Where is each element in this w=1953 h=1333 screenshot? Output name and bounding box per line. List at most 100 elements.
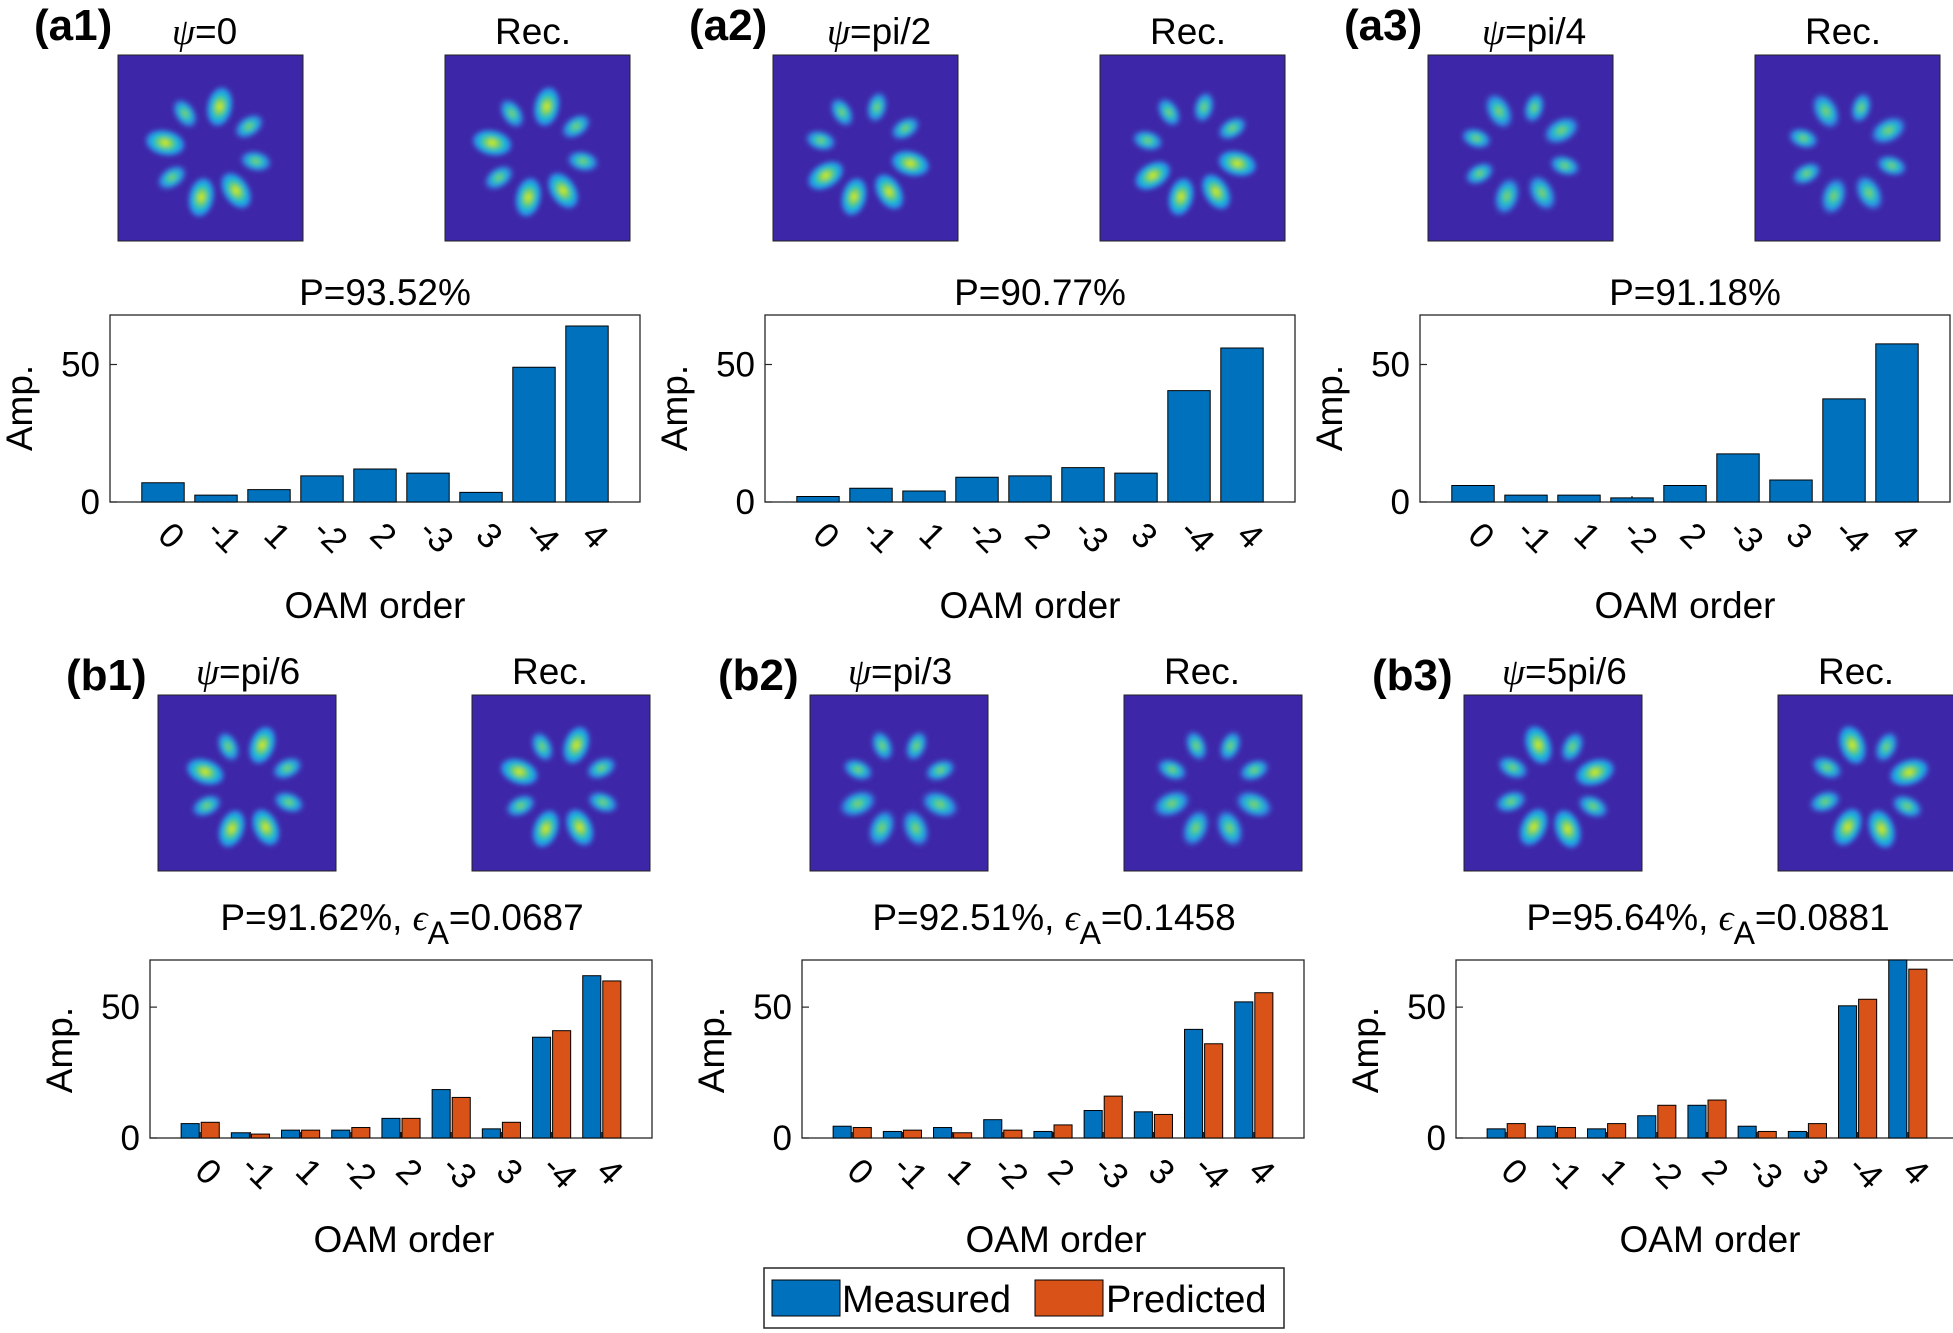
psi-value: =0	[195, 11, 237, 52]
x-tick-label: -1	[1540, 1147, 1590, 1197]
measured-intensity-image	[1463, 694, 1643, 872]
petal-lobe	[1873, 729, 1900, 764]
petal-lobe	[482, 163, 516, 192]
y-tick-label: 0	[773, 1119, 792, 1158]
x-axis-label: OAM order	[1620, 1219, 1801, 1260]
petal-lobe	[250, 807, 282, 848]
petal-ring	[1130, 89, 1259, 218]
petal-lobe	[1522, 90, 1546, 125]
purity-text: P=91.62%,	[220, 897, 412, 938]
x-tick-label: 2	[1694, 1151, 1735, 1192]
bar-predicted	[401, 1117, 421, 1139]
bar-predicted	[1053, 1124, 1073, 1139]
x-tick-label: 2	[1672, 515, 1713, 556]
petal-lobe	[1180, 807, 1211, 849]
petal-lobe	[1155, 757, 1189, 782]
bar-predicted	[301, 1129, 321, 1139]
epsilon-value: =0.0687	[449, 897, 584, 938]
petal-lobe	[1810, 91, 1842, 131]
bar-measured	[481, 1128, 501, 1139]
bar-measured	[1083, 1110, 1103, 1139]
petal-lobe	[1552, 807, 1583, 851]
x-tick-label: 1	[940, 1151, 981, 1192]
bar-measured	[1737, 1125, 1757, 1139]
measured-intensity-image	[1427, 54, 1614, 242]
x-tick-label: -4	[1827, 511, 1877, 561]
bar-measured	[1663, 485, 1707, 503]
petal-lobe	[1559, 729, 1586, 764]
petal-lobe	[1786, 126, 1821, 151]
bar-measured	[955, 476, 999, 503]
petal-lobe	[1216, 149, 1259, 178]
y-tick-label: 0	[1391, 483, 1410, 522]
petal-lobe	[1837, 723, 1868, 767]
petal-lobe	[561, 724, 592, 766]
psi-title: ψ=5pi/6	[1502, 651, 1627, 693]
image-frame	[1754, 54, 1941, 242]
bar-predicted	[351, 1127, 371, 1139]
bar-measured	[1822, 398, 1866, 503]
epsilon-symbol: ϵ	[1719, 898, 1736, 939]
rec-title: Rec.	[512, 651, 588, 692]
image-frame	[1463, 694, 1643, 872]
y-tick-label: 50	[101, 988, 140, 1027]
bar-measured	[1875, 343, 1919, 503]
petal-ring	[470, 84, 601, 220]
petal-lobe	[1526, 173, 1558, 213]
petal-lobe	[503, 793, 538, 819]
panel-label: (b1)	[66, 651, 147, 700]
epsilon-value: =0.1458	[1101, 897, 1236, 938]
chart-title: P=90.77%	[954, 272, 1126, 313]
x-axis-label: OAM order	[940, 585, 1121, 626]
y-tick-label: 50	[1371, 346, 1410, 385]
petal-lobe	[1809, 754, 1844, 781]
psi-value: =5pi/6	[1525, 651, 1627, 692]
petal-lobe	[1184, 729, 1209, 763]
petal-lobe	[186, 175, 216, 220]
y-axis-label: Amp.	[0, 365, 40, 451]
x-tick-label: -4	[517, 511, 567, 561]
panel-label: (a3)	[1344, 1, 1422, 50]
purity-text: P=91.18%	[1609, 272, 1781, 313]
x-tick-label: -2	[1640, 1147, 1690, 1197]
x-tick-label: 4	[1884, 515, 1925, 556]
petal-lobe	[803, 128, 838, 153]
x-tick-label: -4	[1841, 1147, 1891, 1197]
petal-ring	[498, 724, 620, 850]
y-tick-label: 0	[1427, 1119, 1446, 1158]
bar-measured	[582, 975, 602, 1139]
chart-title: P=91.62%, ϵA=0.0687	[220, 897, 583, 951]
x-tick-label: 3	[1123, 515, 1164, 556]
image-frame	[1099, 54, 1286, 242]
bar-measured	[459, 491, 503, 503]
bar-predicted	[1103, 1095, 1123, 1139]
petal-lobe	[1831, 806, 1864, 848]
psi-title: ψ=pi/2	[827, 11, 931, 53]
petal-lobe	[1868, 114, 1909, 146]
psi-value: =pi/3	[871, 651, 952, 692]
rec-title: Rec.	[1164, 651, 1240, 692]
petal-lobe	[270, 755, 305, 781]
x-tick-label: -3	[411, 511, 461, 561]
panel-label: (b2)	[718, 651, 799, 700]
petal-lobe	[1214, 807, 1245, 849]
x-tick-label: 1	[911, 515, 952, 556]
epsilon-subscript: A	[1080, 915, 1102, 951]
y-tick-label: 50	[716, 346, 755, 385]
measured-intensity-image	[117, 54, 304, 242]
psi-value: =pi/4	[1505, 11, 1586, 52]
bar-measured	[1769, 479, 1813, 503]
petal-ring	[1459, 90, 1582, 217]
x-tick-label: -2	[986, 1147, 1036, 1197]
petal-lobe	[873, 172, 906, 212]
bar-measured	[230, 1132, 250, 1139]
petal-lobe	[584, 755, 619, 781]
x-tick-label: 0	[1494, 1151, 1535, 1192]
bar-measured	[1787, 1130, 1807, 1139]
bar-predicted	[953, 1132, 973, 1139]
reconstructed-intensity-image	[444, 54, 631, 242]
bar-measured	[194, 494, 238, 503]
bar-measured	[902, 490, 946, 503]
